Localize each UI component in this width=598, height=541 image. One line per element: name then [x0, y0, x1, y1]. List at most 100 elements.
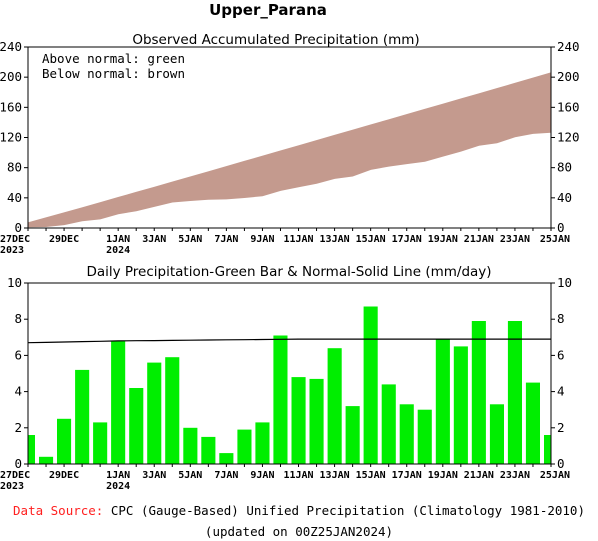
daily-bar [57, 418, 72, 465]
daily-bar [201, 436, 216, 464]
daily-xtick-label: 13JAN [320, 470, 350, 481]
daily-xtick-label: 27DEC [0, 470, 30, 481]
daily-xtick-year-label: 2024 [106, 481, 130, 492]
accumulated-ytick-label-left: 240 [0, 39, 22, 54]
daily-bar [165, 357, 180, 464]
accumulated-ytick-label-left: 160 [0, 99, 22, 114]
daily-ytick-label-left: 4 [14, 384, 22, 399]
accumulated-xtick-label: 19JAN [428, 234, 458, 245]
source-text: CPC (Gauge-Based) Unified Precipitation … [110, 503, 585, 518]
daily-bars-layer [28, 306, 551, 465]
daily-ytick-label-left: 2 [14, 420, 22, 435]
daily-bar [417, 409, 432, 464]
accumulated-xtick-year-label: 2023 [0, 245, 24, 256]
daily-bar [363, 306, 378, 464]
accumulated-ytick-label-left: 120 [0, 130, 22, 145]
daily-bar [544, 435, 551, 464]
daily-normal-line-layer [27, 338, 551, 344]
normal-accumulated-line [27, 72, 552, 224]
accumulated-ytick-label-right: 200 [557, 69, 580, 84]
accumulated-xtick-label: 17JAN [392, 234, 422, 245]
accumulated-ytick-label-right: 40 [557, 190, 572, 205]
daily-bar [28, 435, 35, 464]
accumulated-xtick-label: 5JAN [178, 234, 202, 245]
daily-bar [147, 362, 162, 464]
daily-bar [237, 429, 252, 464]
daily-ytick-label-right: 10 [557, 275, 572, 290]
observed-accumulated-line [27, 131, 552, 228]
accumulated-xtick-label: 29DEC [49, 234, 79, 245]
daily-bar [345, 406, 360, 464]
daily-xtick-label: 15JAN [356, 470, 386, 481]
daily-bar [39, 456, 54, 464]
accumulated-xtick-label: 11JAN [283, 234, 313, 245]
daily-xtick-label: 23JAN [500, 470, 530, 481]
daily-xtick-label: 9JAN [250, 470, 274, 481]
accumulated-ytick-label-right: 120 [557, 130, 580, 145]
daily-bar [129, 388, 144, 464]
daily-xtick-label: 11JAN [283, 470, 313, 481]
daily-ytick-label-right: 6 [557, 347, 565, 362]
daily-precip-chart: Daily Precipitation-Green Bar & Normal-S… [0, 264, 572, 492]
daily-bar [255, 422, 270, 464]
accumulated-ytick-label-left: 0 [14, 220, 22, 235]
accumulated-xtick-label: 25JAN [540, 234, 570, 245]
daily-xtick-label: 21JAN [464, 470, 494, 481]
daily-bar [435, 339, 450, 464]
accumulated-xtick-year-label: 2024 [106, 245, 130, 256]
daily-bar [471, 321, 486, 464]
daily-ytick-label-right: 8 [557, 311, 565, 326]
daily-xtick-label: 19JAN [428, 470, 458, 481]
daily-xtick-label: 7JAN [214, 470, 238, 481]
accumulated-xtick-label: 13JAN [320, 234, 350, 245]
accumulated-xtick-label: 15JAN [356, 234, 386, 245]
daily-bar [273, 335, 288, 464]
accumulated-xtick-label: 3JAN [142, 234, 166, 245]
accumulated-ytick-label-right: 0 [557, 220, 565, 235]
daily-ytick-label-left: 0 [14, 456, 22, 471]
daily-xtick-label: 29DEC [49, 470, 79, 481]
accumulated-xtick-label: 27DEC [0, 234, 30, 245]
daily-chart-title: Daily Precipitation-Green Bar & Normal-S… [86, 264, 491, 280]
daily-bar [309, 378, 324, 464]
daily-xtick-label: 25JAN [540, 470, 570, 481]
daily-bar [327, 348, 342, 464]
accumulated-ytick-label-right: 160 [557, 99, 580, 114]
accumulated-xtick-label: 7JAN [214, 234, 238, 245]
footer-updated: (updated on 00Z25JAN2024) [204, 524, 394, 539]
accumulated-area-layer [27, 72, 552, 228]
daily-xtick-label: 5JAN [178, 470, 202, 481]
accumulated-ytick-label-left: 40 [7, 190, 22, 205]
daily-ytick-label-right: 4 [557, 384, 565, 399]
daily-bar [219, 453, 234, 464]
daily-bar [93, 422, 108, 464]
daily-bar [75, 369, 90, 464]
below-normal-area [28, 72, 551, 227]
daily-bar [399, 404, 414, 464]
daily-bar [381, 384, 396, 464]
daily-xtick-label: 1JAN [106, 470, 130, 481]
daily-bar [525, 382, 540, 464]
daily-xtick-year-label: 2023 [0, 481, 24, 492]
daily-normal-line [27, 338, 551, 344]
daily-ytick-label-right: 0 [557, 456, 565, 471]
accumulated-ytick-label-right: 80 [557, 160, 572, 175]
accumulated-precip-chart: Observed Accumulated Precipitation (mm) … [0, 32, 580, 256]
daily-xtick-label: 3JAN [142, 470, 166, 481]
daily-ytick-label-left: 10 [7, 275, 22, 290]
accumulated-xtick-label: 9JAN [250, 234, 274, 245]
source-label: Data Source: [13, 503, 104, 518]
accumulated-ytick-label-left: 80 [7, 160, 22, 175]
daily-bar [453, 346, 468, 464]
daily-bar [507, 321, 522, 464]
daily-ytick-label-left: 6 [14, 347, 22, 362]
accumulated-ytick-label-left: 200 [0, 69, 22, 84]
legend-line-below: Below normal: brown [42, 66, 185, 81]
daily-xtick-label: 17JAN [392, 470, 422, 481]
daily-plot-frame [27, 282, 552, 465]
legend-line-above: Above normal: green [42, 51, 185, 66]
accumulated-xtick-label: 23JAN [500, 234, 530, 245]
footer-source: Data Source: CPC (Gauge-Based) Unified P… [0, 503, 598, 518]
